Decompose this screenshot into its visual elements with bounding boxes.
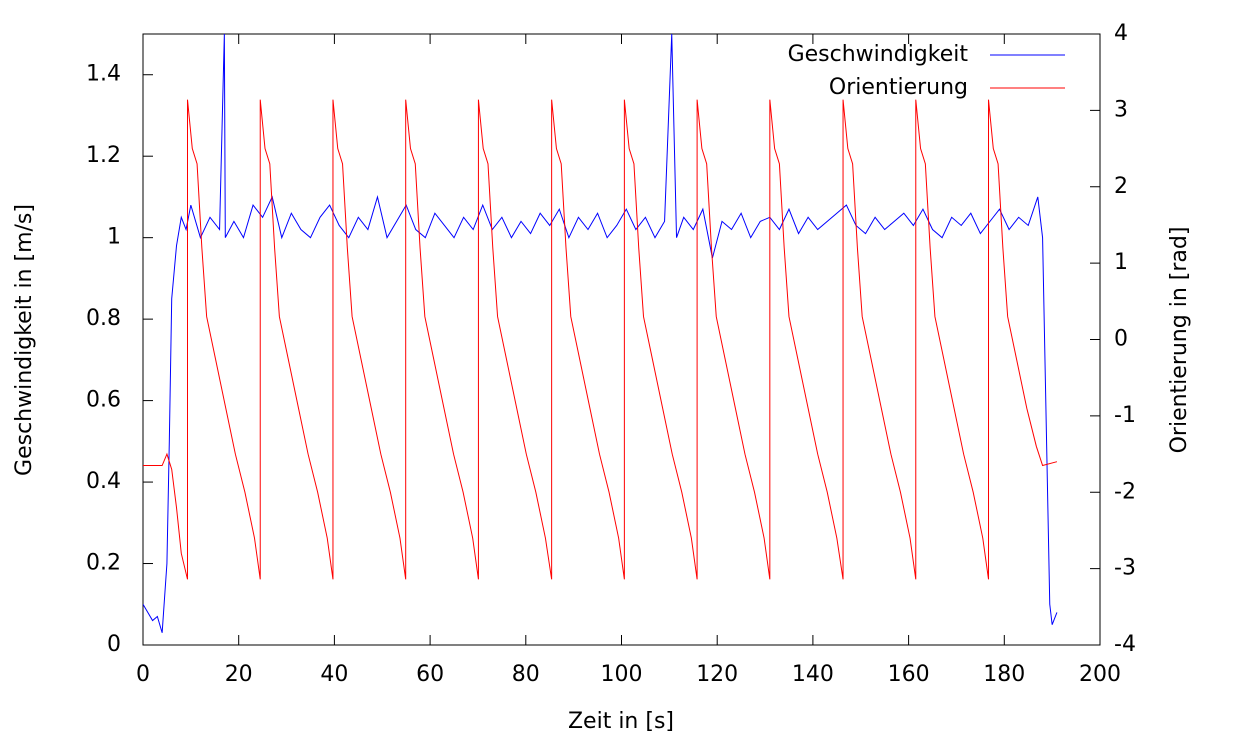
legend-label: Geschwindigkeit <box>788 42 969 67</box>
y-tick-label: 0.4 <box>86 469 121 494</box>
y2-tick-label: 3 <box>1114 97 1128 122</box>
x-tick-label: 0 <box>136 662 150 687</box>
y2-tick-label: -4 <box>1114 632 1136 657</box>
y-tick-label: 0.6 <box>86 388 121 413</box>
y2-axis-label: Orientierung in [rad] <box>1167 227 1192 454</box>
y-tick-label: 0.2 <box>86 551 121 576</box>
y2-tick-label: -3 <box>1114 556 1136 581</box>
x-tick-label: 180 <box>983 662 1025 687</box>
x-tick-label: 60 <box>416 662 444 687</box>
x-axis-label: Zeit in [s] <box>568 709 674 734</box>
y-tick-label: 0 <box>107 632 121 657</box>
x-tick-label: 140 <box>792 662 834 687</box>
y-tick-label: 0.8 <box>86 306 121 331</box>
y2-tick-label: 4 <box>1114 21 1128 46</box>
y2-tick-label: 0 <box>1114 327 1128 352</box>
y-tick-label: 1 <box>107 225 121 250</box>
y2-tick-label: 2 <box>1114 174 1128 199</box>
x-tick-label: 200 <box>1079 662 1121 687</box>
y2-tick-label: -2 <box>1114 479 1136 504</box>
x-tick-label: 20 <box>225 662 253 687</box>
y-tick-label: 1.2 <box>86 143 121 168</box>
x-tick-label: 80 <box>512 662 540 687</box>
y-axis-label: Geschwindigkeit in [m/s] <box>12 204 37 476</box>
x-tick-label: 40 <box>320 662 348 687</box>
x-tick-label: 100 <box>601 662 643 687</box>
data-line <box>143 34 1058 633</box>
x-tick-label: 160 <box>888 662 930 687</box>
plot-frame <box>142 33 1101 646</box>
y2-tick-label: 1 <box>1114 250 1128 275</box>
y2-tick-label: -1 <box>1114 403 1136 428</box>
legend-label: Orientierung <box>829 75 968 100</box>
y-tick-label: 1.4 <box>86 62 121 87</box>
x-tick-label: 120 <box>696 662 738 687</box>
data-line <box>143 99 1058 580</box>
